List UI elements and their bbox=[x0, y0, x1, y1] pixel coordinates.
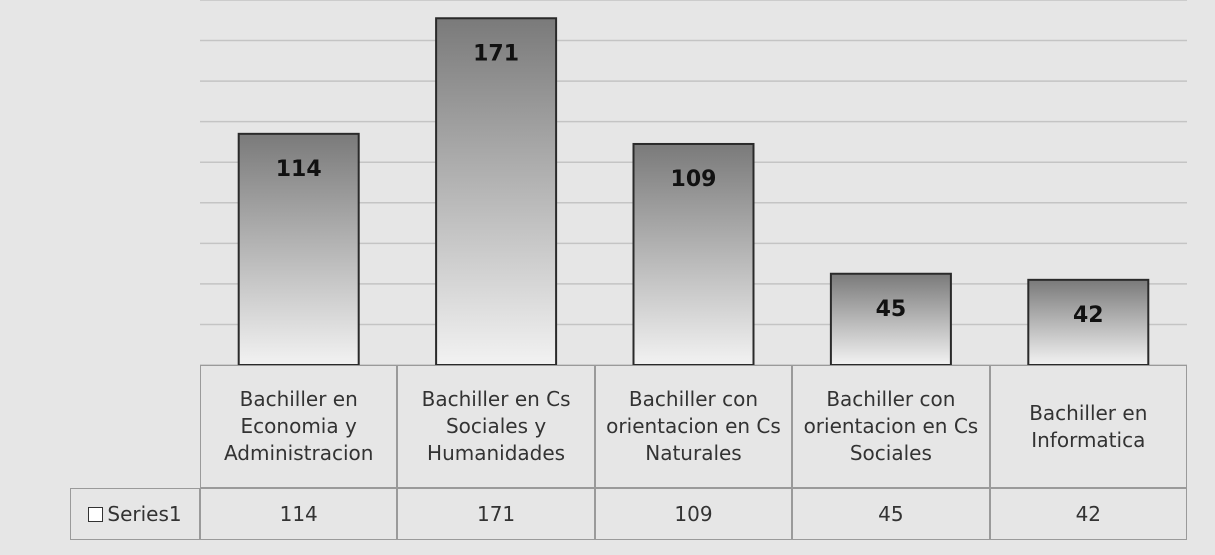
legend-cell: Series1 bbox=[70, 488, 200, 540]
legend-label: Series1 bbox=[107, 501, 182, 526]
value-cell: 45 bbox=[792, 488, 990, 540]
category-cell: Bachiller en Informatica bbox=[989, 365, 1187, 488]
category-cell: Bachiller en Economia y Administracion bbox=[200, 365, 398, 488]
value-cell: 42 bbox=[989, 488, 1187, 540]
data-label: 45 bbox=[876, 297, 907, 322]
data-label: 42 bbox=[1073, 303, 1104, 328]
bar bbox=[1027, 278, 1150, 367]
bar bbox=[632, 142, 755, 366]
value-cell: 171 bbox=[397, 488, 595, 540]
legend-swatch bbox=[88, 506, 104, 522]
bar bbox=[435, 17, 558, 366]
category-cell: Bachiller con orientacion en Cs Sociales bbox=[792, 365, 990, 488]
category-cell: Bachiller en Cs Sociales y Humanidades bbox=[397, 365, 595, 488]
bar bbox=[829, 272, 952, 366]
data-label: 114 bbox=[276, 157, 322, 182]
data-label: 109 bbox=[671, 167, 717, 192]
category-cell: Bachiller con orientacion en Cs Naturale… bbox=[594, 365, 793, 488]
bar bbox=[237, 132, 360, 366]
value-cell: 109 bbox=[594, 488, 793, 540]
data-label: 171 bbox=[473, 41, 519, 66]
value-cell: 114 bbox=[200, 488, 398, 540]
